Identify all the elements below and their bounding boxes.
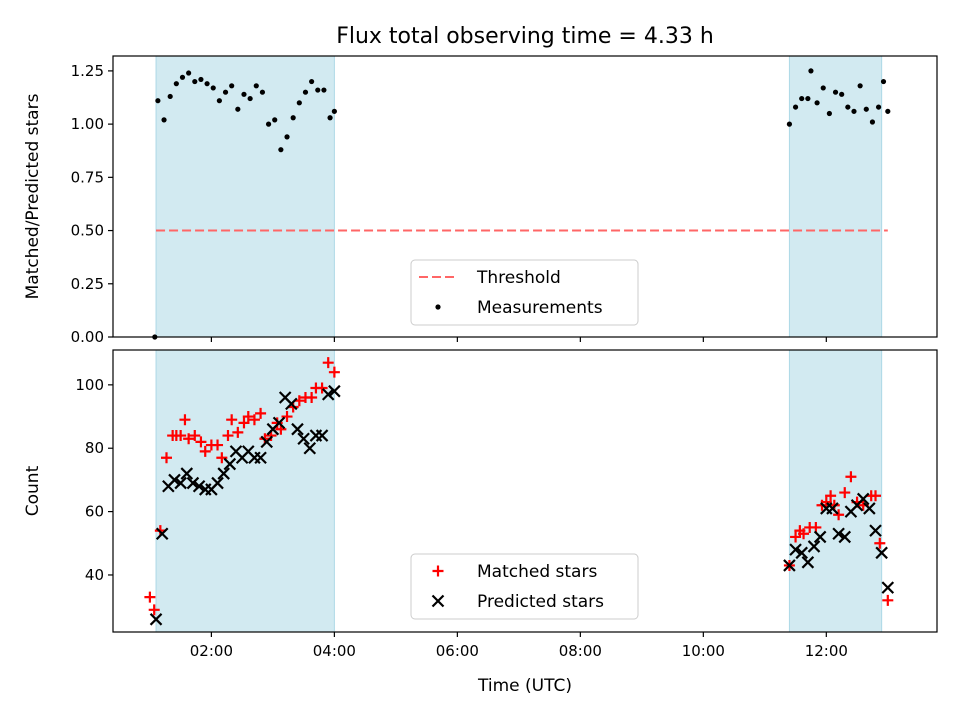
x-tick-label: 10:00 [682,642,725,660]
data-point [851,109,856,114]
x-tick-label: 08:00 [559,642,602,660]
data-point [260,90,265,95]
data-point [278,147,283,152]
data-point [168,94,173,99]
y-tick-label: 0.50 [71,222,104,240]
data-point [839,92,844,97]
x-axis-label: Time (UTC) [477,676,572,696]
data-point [827,111,832,116]
data-point [161,117,166,122]
data-point [284,134,289,139]
legend-measurement-swatch [435,304,440,309]
data-point [321,87,326,92]
data-point [241,92,246,97]
count-y-ticks: 40 60 80 100 [75,376,113,584]
data-point [266,122,271,127]
count-panel: 40 60 80 100 02:00 04:00 06:00 08:00 10:00 12:00… [23,350,937,696]
data-marker [144,592,155,603]
data-point [229,83,234,88]
data-point [217,98,222,103]
ratio-y-label: Matched/Predicted stars [23,93,43,299]
data-point [303,90,308,95]
data-point [833,90,838,95]
data-point [248,96,253,101]
observing-span [156,56,334,337]
x-tick-label: 04:00 [313,642,356,660]
data-point [223,90,228,95]
data-point [805,96,810,101]
data-point [821,85,826,90]
ratio-panel: 0.00 0.25 0.50 0.75 1.00 1.25 Matched/Predict… [23,56,937,346]
y-tick-label: 0.25 [71,275,104,293]
count-legend: Matched stars Predicted stars [411,554,638,619]
data-point [309,79,314,84]
legend-entry: Threshold [476,268,561,288]
data-point [327,115,332,120]
data-point [186,70,191,75]
data-point [211,85,216,90]
data-point [192,79,197,84]
data-point [814,100,819,105]
x-tick-label: 06:00 [436,642,479,660]
observing-span [156,350,334,632]
legend-entry: Matched stars [477,562,597,582]
data-point [155,98,160,103]
figure: Flux total observing time = 4.33 h 0.000… [0,0,960,720]
data-point [174,81,179,86]
ratio-x-ticks [211,337,826,342]
data-point [787,122,792,127]
y-tick-label: 0.00 [71,328,104,346]
ratio-y-ticks: 0.00 0.25 0.50 0.75 1.00 1.25 [71,62,113,346]
y-tick-label: 1.25 [71,62,104,80]
data-point [845,104,850,109]
observing-span [789,350,881,632]
data-point [876,104,881,109]
count-y-label: Count [23,465,43,516]
y-tick-label: 1.00 [71,115,104,133]
data-point [799,96,804,101]
data-point [881,79,886,84]
y-tick-label: 80 [85,439,104,457]
data-point [291,115,296,120]
x-tick-label: 12:00 [805,642,848,660]
data-point [235,107,240,112]
data-point [332,109,337,114]
data-point [198,77,203,82]
data-point [864,107,869,112]
data-point [254,83,259,88]
data-point [858,83,863,88]
data-point [272,117,277,122]
data-point [885,109,890,114]
y-tick-label: 0.75 [71,168,104,186]
data-point [297,100,302,105]
legend-entry: Predicted stars [477,592,604,612]
x-tick-label: 02:00 [190,642,233,660]
y-tick-label: 40 [85,566,104,584]
data-point [808,68,813,73]
data-point [315,87,320,92]
data-point [793,104,798,109]
data-point [180,75,185,80]
y-tick-label: 100 [75,376,104,394]
data-point [870,119,875,124]
ratio-legend: Threshold Measurements [411,260,638,325]
legend-entry: Measurements [477,298,603,318]
data-point [204,81,209,86]
count-x-ticks: 02:00 04:00 06:00 08:00 10:00 12:00 [190,632,848,660]
data-marker [882,595,893,606]
data-marker [882,582,893,593]
chart-title: Flux total observing time = 4.33 h [336,24,714,49]
y-tick-label: 60 [85,503,104,521]
